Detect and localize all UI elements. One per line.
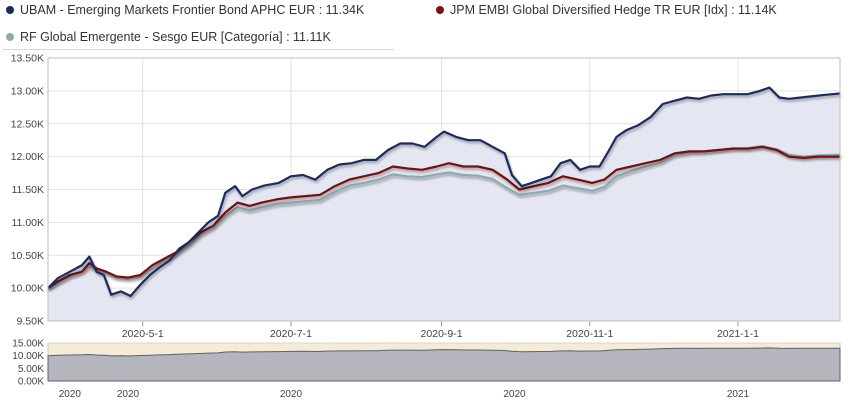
y-tick-label: 10.00K [11, 283, 44, 295]
plot-border [47, 57, 841, 322]
legend-label: RF Global Emergente - Sesgo EUR [Categor… [20, 30, 331, 44]
y-tick-label: 12.50K [11, 118, 44, 130]
y-tick-label: 11.50K [12, 184, 45, 196]
y-tick-label: 9.50K [17, 316, 44, 328]
legend-label: UBAM - Emerging Markets Frontier Bond AP… [20, 3, 365, 17]
legend-divider [2, 49, 394, 50]
x-tick-label: 2020-9-1 [421, 328, 463, 340]
y-tick-label: 12.00K [11, 151, 44, 163]
navigator-y-tick-label: 10.00K [12, 351, 44, 362]
navigator-x-tick-label: 2021 [727, 389, 750, 400]
main-area-fill [48, 87, 840, 321]
legend-label: JPM EMBI Global Diversified Hedge TR EUR… [450, 3, 777, 17]
series-area-fill [48, 87, 840, 321]
y-tick-label: 13.50K [11, 53, 44, 65]
navigator-x-tick-label: 2020 [503, 389, 526, 400]
legend-item-ubam[interactable]: UBAM - Emerging Markets Frontier Bond AP… [6, 3, 364, 17]
y-tick-label: 10.50K [11, 250, 44, 262]
series-lines [47, 86, 841, 298]
x-tick-label: 2020-5-1 [122, 328, 164, 340]
legend-marker [6, 33, 14, 41]
navigator-x-tick-label: 2020 [59, 389, 82, 400]
legend-marker [436, 6, 444, 14]
legend-item-rf[interactable]: RF Global Emergente - Sesgo EUR [Categor… [6, 30, 331, 44]
series-line-0 [47, 86, 841, 298]
legend-marker [6, 6, 14, 14]
navigator-y-tick-label: 5.00K [18, 364, 44, 375]
navigator-x-tick-label: 2020 [117, 389, 140, 400]
x-tick-label: 2021-1-1 [717, 328, 759, 340]
navigator-y-tick-label: 0.00K [18, 377, 44, 388]
series-line-1 [47, 145, 840, 290]
x-tick-label: 2020-11-1 [566, 328, 613, 340]
y-tick-label: 13.00K [11, 85, 44, 97]
main-axes: 9.50K 10.00K 10.50K 11.00K 11.50K 12.00K 12.50… [11, 53, 841, 340]
legend-item-jpm[interactable]: JPM EMBI Global Diversified Hedge TR EUR… [436, 3, 777, 17]
navigator-area [47, 347, 841, 382]
navigator-y-tick-label: 15.00K [12, 339, 44, 350]
y-tick-label: 11.00K [12, 217, 45, 229]
x-tick-label: 2020-7-1 [270, 328, 312, 340]
navigator-x-tick-label: 2020 [280, 389, 303, 400]
